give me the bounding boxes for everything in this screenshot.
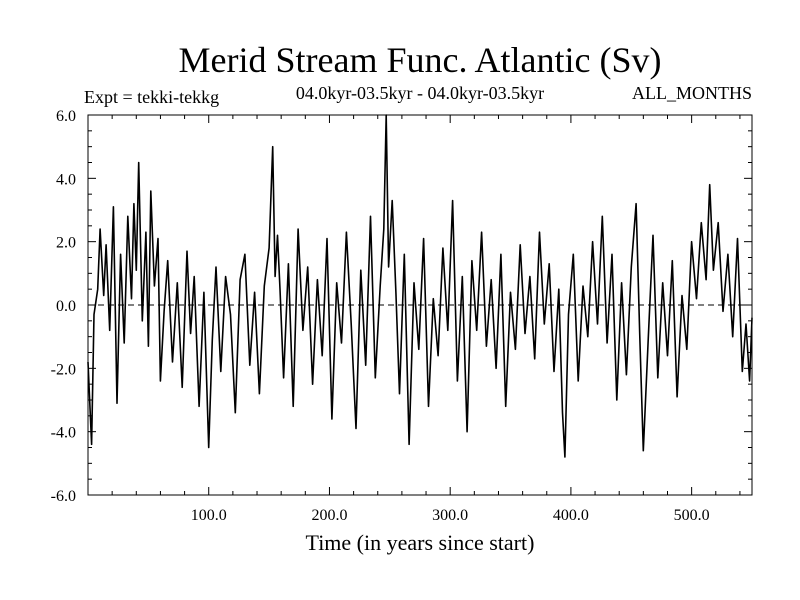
y-tick-label: 4.0	[56, 171, 76, 188]
chart-title: Merid Stream Func. Atlantic (Sv)	[179, 40, 662, 80]
experiment-label: Expt = tekki-tekkg	[84, 87, 219, 107]
months-label: ALL_MONTHS	[632, 83, 752, 103]
period-label: 04.0kyr-03.5kyr - 04.0kyr-03.5kyr	[296, 83, 544, 103]
x-tick-label: 500.0	[674, 507, 710, 524]
axis-tick-labels: 100.0 200.0 300.0 400.0 500.0 6.0 4.0 2.0 0.0 -2.…	[51, 108, 710, 524]
y-tick-label: -6.0	[51, 488, 76, 505]
y-tick-label: 0.0	[56, 298, 76, 315]
y-tick-label: 6.0	[56, 108, 76, 125]
y-tick-label: 2.0	[56, 235, 76, 252]
y-tick-label: -4.0	[51, 425, 76, 442]
axis-ticks	[87, 114, 752, 496]
x-tick-label: 100.0	[191, 507, 227, 524]
x-tick-label: 300.0	[432, 507, 468, 524]
x-tick-label: 200.0	[311, 507, 347, 524]
y-tick-label: -2.0	[51, 361, 76, 378]
series-line	[87, 114, 753, 458]
x-tick-label: 400.0	[553, 507, 589, 524]
x-axis-label: Time (in years since start)	[306, 530, 535, 555]
